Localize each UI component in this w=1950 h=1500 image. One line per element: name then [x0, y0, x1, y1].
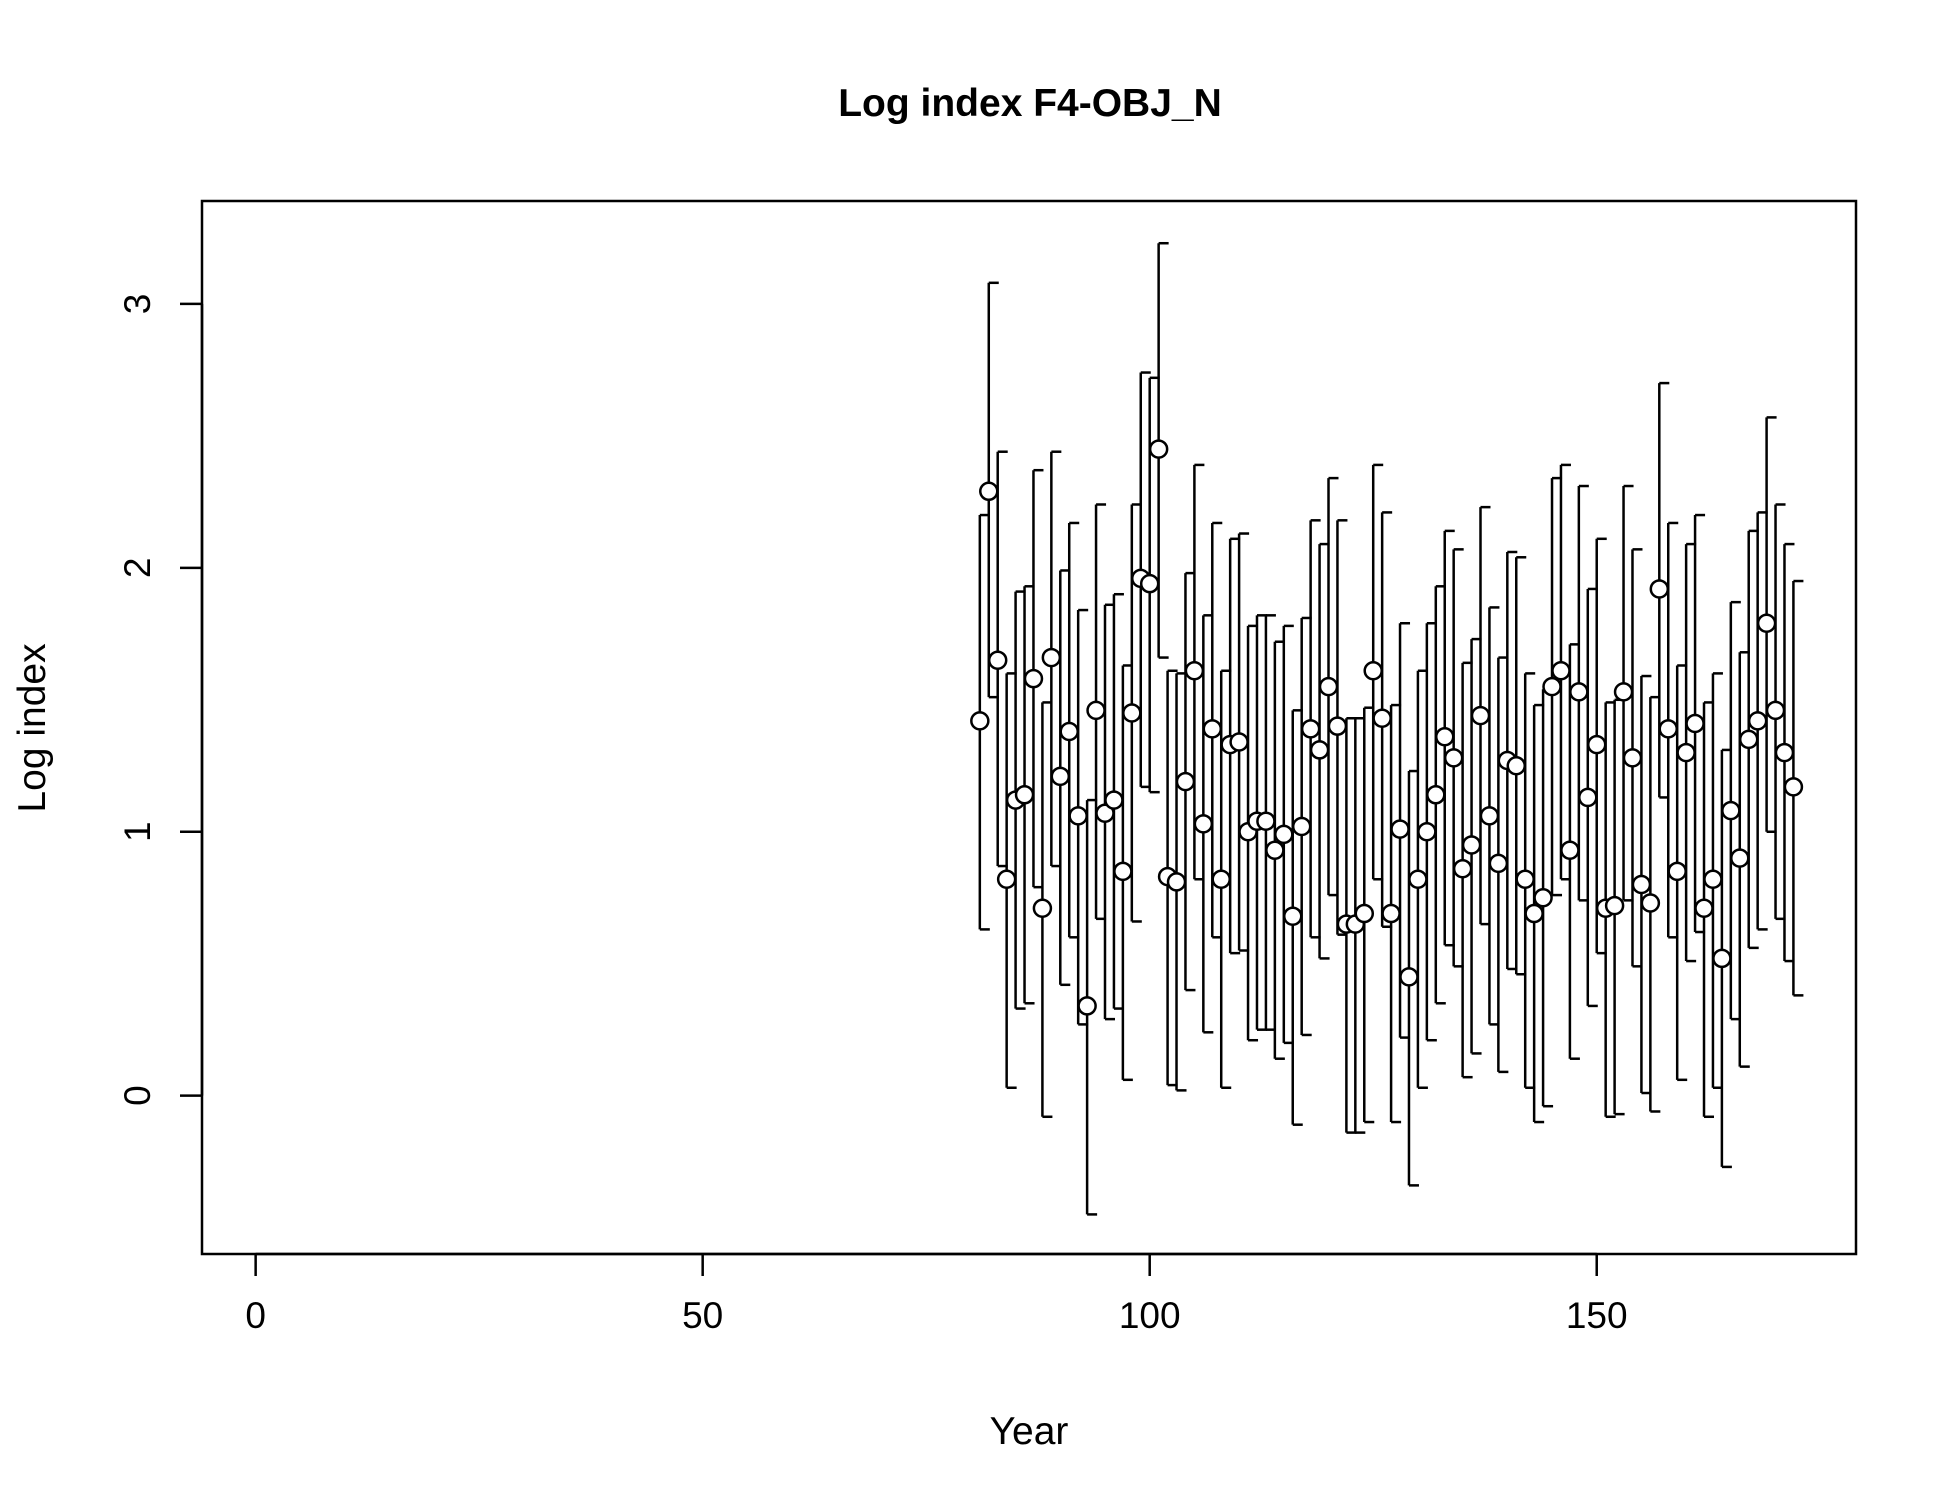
data-point — [1363, 661, 1383, 681]
data-point — [1783, 777, 1804, 797]
data-point — [1318, 676, 1339, 697]
data-point — [1166, 872, 1187, 892]
data-point — [1050, 766, 1071, 787]
data-point — [1765, 700, 1786, 721]
data-point — [1148, 439, 1169, 459]
data-point — [1202, 719, 1223, 739]
data-point — [1488, 853, 1509, 874]
data-point — [1309, 740, 1330, 760]
y-axis-label: Log index — [11, 643, 54, 813]
data-point — [1703, 869, 1723, 889]
data-point — [970, 711, 990, 731]
data-point — [996, 869, 1017, 889]
error-bars — [978, 241, 1804, 1216]
y-axis: 0 1 2 3 — [117, 294, 204, 1106]
data-points — [970, 439, 1804, 1016]
data-point — [1023, 668, 1044, 689]
data-point — [1274, 824, 1294, 845]
data-point — [1086, 700, 1106, 721]
data-point — [1649, 579, 1670, 599]
data-point — [1569, 682, 1589, 702]
x-axis: 0 50 100 150 — [245, 1252, 1628, 1336]
data-point — [1685, 713, 1705, 734]
data-point — [987, 650, 1008, 670]
data-point — [1041, 647, 1062, 668]
data-point — [1622, 748, 1643, 768]
data-point — [1578, 787, 1598, 808]
data-point — [1300, 719, 1321, 739]
data-point — [1452, 858, 1473, 879]
data-point — [1256, 811, 1276, 831]
data-point — [1461, 835, 1482, 855]
data-point — [1506, 756, 1527, 776]
data-point — [1068, 806, 1088, 826]
data-point — [1676, 742, 1696, 763]
data-point — [1470, 705, 1491, 726]
data-point — [1211, 869, 1231, 889]
data-point — [1747, 711, 1768, 731]
data-point — [1667, 861, 1687, 882]
data-point — [1014, 785, 1035, 805]
data-point — [1139, 573, 1160, 594]
data-point — [1756, 613, 1777, 634]
data-point — [1640, 893, 1661, 913]
data-point — [1372, 708, 1392, 729]
data-point — [1104, 790, 1124, 810]
data-point — [1774, 742, 1795, 763]
data-point — [1533, 887, 1553, 908]
x-tick-label: 0 — [245, 1295, 266, 1336]
data-point — [1586, 734, 1607, 755]
data-point — [1032, 898, 1053, 919]
data-point — [1560, 840, 1580, 860]
y-tick-label: 1 — [117, 821, 158, 842]
data-point — [979, 481, 999, 502]
data-point — [1381, 903, 1401, 924]
data-point — [1443, 748, 1464, 768]
data-point — [1721, 800, 1741, 821]
data-point — [1059, 721, 1079, 742]
data-point — [1712, 948, 1732, 969]
data-point — [1327, 716, 1348, 736]
data-point — [1524, 903, 1544, 924]
data-point — [1631, 874, 1652, 895]
data-point — [1122, 703, 1142, 723]
data-point — [1542, 676, 1562, 697]
data-point — [1730, 848, 1750, 868]
x-tick-label: 150 — [1566, 1295, 1628, 1336]
data-point — [1515, 869, 1535, 889]
data-point — [1265, 840, 1285, 860]
data-point — [1694, 898, 1714, 919]
data-point — [1193, 814, 1214, 834]
y-tick-label: 2 — [117, 558, 158, 579]
data-point — [1184, 661, 1205, 681]
data-point — [1417, 821, 1437, 842]
chart-title: Log index F4-OBJ_N — [838, 82, 1222, 125]
data-point — [1095, 803, 1115, 824]
plot-frame — [200, 199, 1858, 1256]
y-tick-label: 0 — [117, 1085, 158, 1106]
data-point — [1434, 726, 1455, 747]
data-point — [1354, 903, 1375, 924]
data-point — [1175, 771, 1196, 792]
data-point — [1604, 895, 1625, 916]
data-point — [1551, 661, 1571, 681]
data-point — [1291, 816, 1312, 837]
data-point — [1738, 729, 1759, 750]
data-point — [1399, 967, 1419, 987]
data-point — [1113, 861, 1133, 882]
data-point — [1077, 996, 1097, 1016]
data-point — [1390, 819, 1410, 839]
x-tick-label: 50 — [682, 1295, 723, 1336]
x-axis-label: Year — [990, 1410, 1069, 1453]
x-tick-label: 100 — [1119, 1295, 1181, 1336]
data-point — [1282, 906, 1303, 926]
data-point — [1408, 869, 1428, 889]
data-point — [1479, 806, 1500, 826]
data-point — [1426, 785, 1446, 805]
y-tick-label: 3 — [117, 294, 158, 315]
data-point — [1229, 732, 1249, 752]
data-point — [1658, 719, 1678, 739]
data-point — [1613, 682, 1634, 702]
